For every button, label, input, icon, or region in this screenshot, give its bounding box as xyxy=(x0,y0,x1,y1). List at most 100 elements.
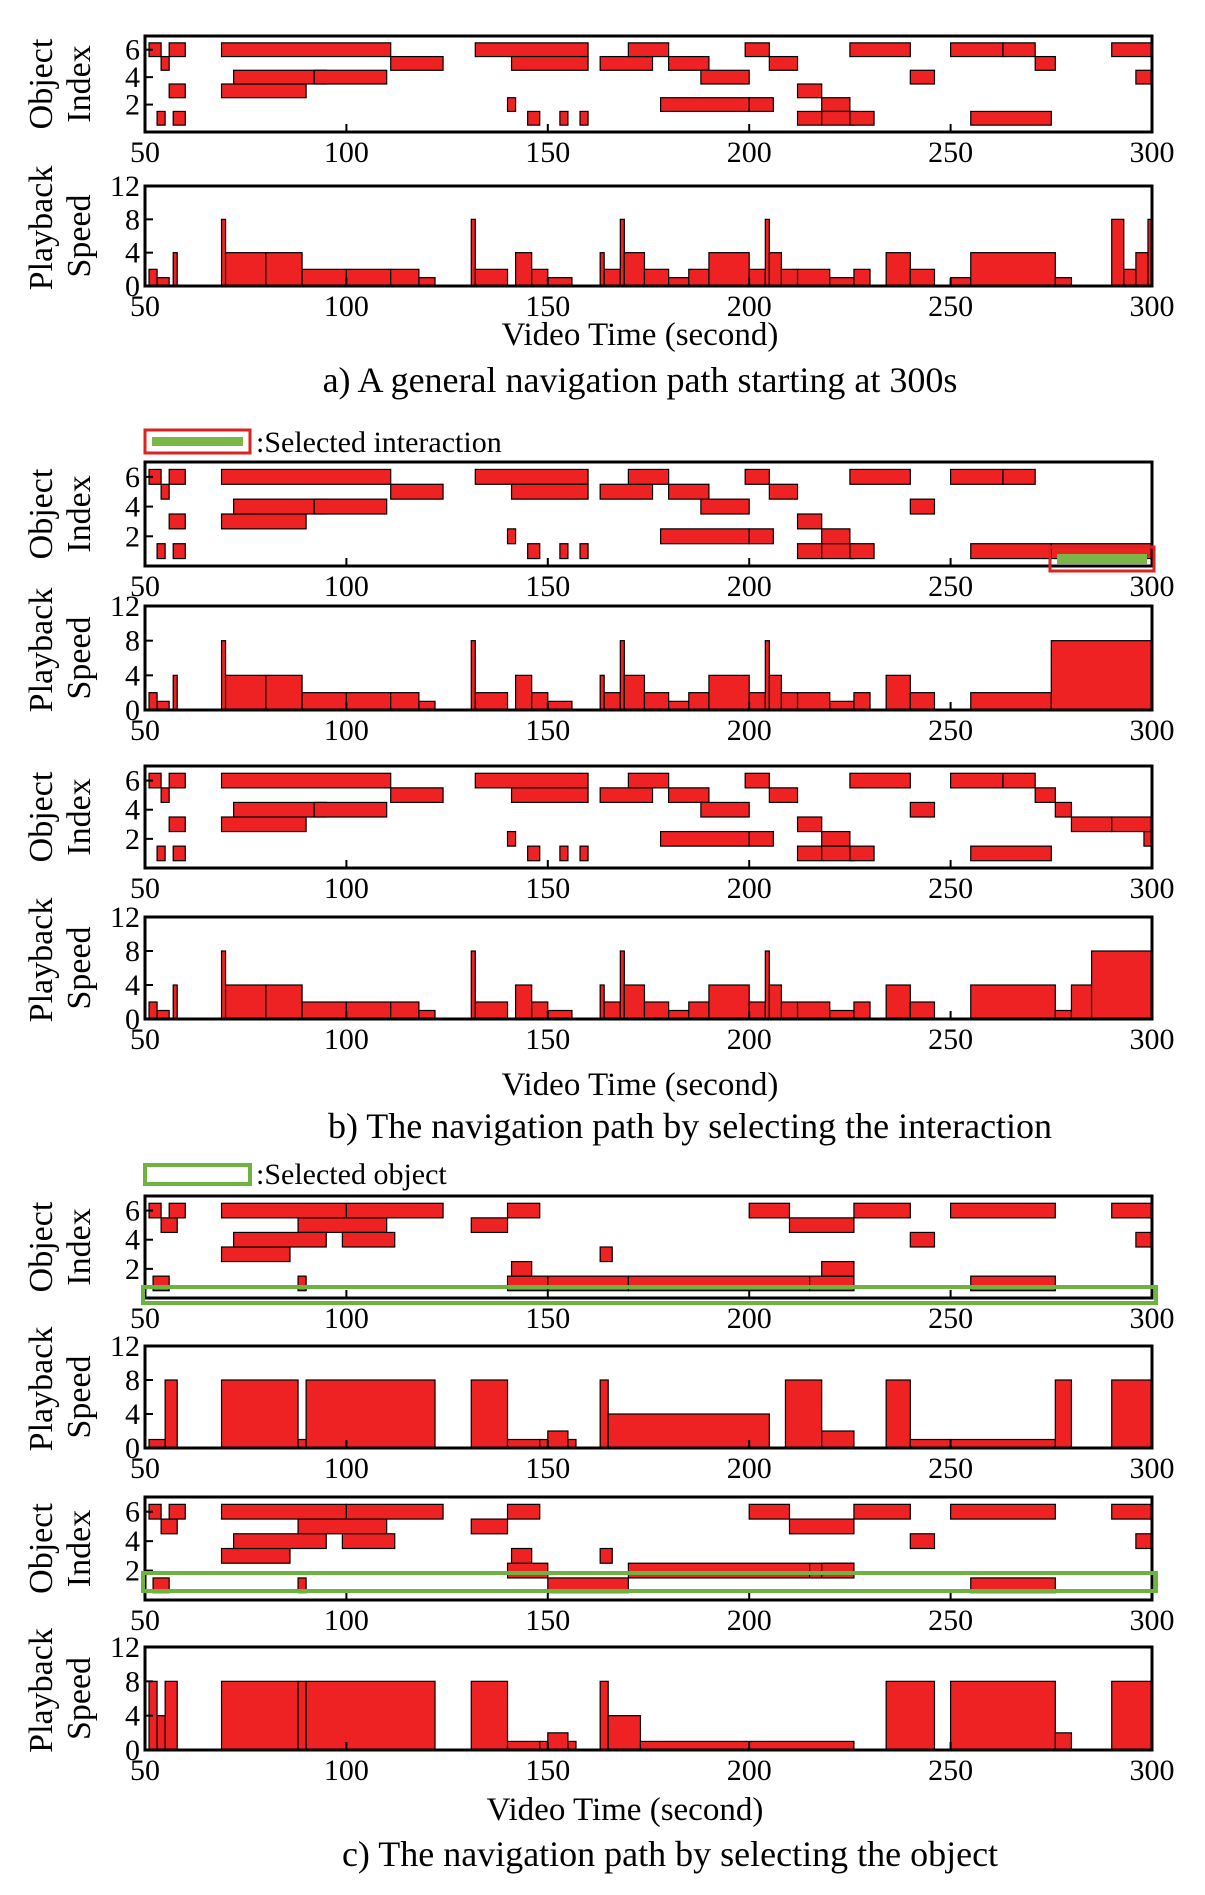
bar-segment xyxy=(168,42,186,58)
bar-segment xyxy=(474,468,589,485)
y-tick-label: 2 xyxy=(125,89,140,122)
bar-segment xyxy=(909,1001,936,1020)
y-tick-label: 0 xyxy=(125,1003,140,1036)
bar-segment xyxy=(780,692,799,711)
y-tick-label: 6 xyxy=(125,461,140,494)
x-tick-label: 100 xyxy=(324,1754,369,1787)
x-tick-label: 250 xyxy=(928,1604,973,1637)
x-tick-label: 100 xyxy=(324,714,369,747)
y-axis-label: Speed xyxy=(61,926,98,1009)
bar-segment xyxy=(768,984,783,1020)
x-tick-label: 200 xyxy=(727,570,772,603)
bar-segment xyxy=(668,787,710,804)
bar-segment xyxy=(531,692,549,711)
bar-segment xyxy=(514,252,533,287)
x-tick-label: 200 xyxy=(727,1023,772,1056)
bar-segment xyxy=(390,1001,420,1020)
bar-segment xyxy=(949,1202,1056,1219)
bar-segment xyxy=(599,1547,613,1564)
x-tick-label: 300 xyxy=(1130,1754,1175,1787)
bar-segment xyxy=(796,110,823,126)
bar-segment xyxy=(390,483,444,500)
bar-segment xyxy=(301,692,348,711)
bar-segment xyxy=(708,674,750,711)
y-axis-label: Index xyxy=(61,1510,98,1587)
y-tick-label: 4 xyxy=(125,491,140,524)
bar-segment xyxy=(1123,268,1137,287)
x-tick-label: 250 xyxy=(928,136,973,169)
bar-segment xyxy=(265,252,303,287)
bar-segment xyxy=(599,787,654,804)
bar-segment xyxy=(220,1379,299,1449)
plot-frame xyxy=(143,1495,1154,1602)
y-axis-label: Object xyxy=(23,1201,60,1292)
x-tick-label: 150 xyxy=(525,570,570,603)
bar-segment xyxy=(156,110,166,126)
bar-segment xyxy=(1070,816,1113,833)
bar-segment xyxy=(668,55,710,71)
caption-c: c) The navigation path by selecting the … xyxy=(342,1834,998,1874)
bar-segment xyxy=(1135,252,1149,287)
bar-segment xyxy=(220,816,307,833)
bar-segment xyxy=(160,1518,178,1535)
bar-segment xyxy=(220,513,307,530)
bar-segment xyxy=(668,483,710,500)
bar-segment xyxy=(788,1518,855,1535)
bar-segment xyxy=(909,69,936,85)
bar-segment xyxy=(821,1430,855,1449)
y-tick-label: 12 xyxy=(110,1631,140,1664)
bar-segment xyxy=(1054,1379,1073,1449)
bar-segment xyxy=(474,692,509,711)
bar-segment xyxy=(708,252,750,287)
legend-interaction-fill xyxy=(152,437,243,446)
y-axis-label: Speed xyxy=(61,1657,98,1740)
bar-segment xyxy=(224,674,267,711)
bar-segment xyxy=(220,950,227,1020)
x-tick-label: 50 xyxy=(130,290,160,323)
bar-segment xyxy=(172,543,186,560)
bar-segment xyxy=(559,110,569,126)
bar-segment xyxy=(474,42,589,58)
x-tick-label: 300 xyxy=(1130,1302,1175,1335)
y-tick-label: 8 xyxy=(125,935,140,968)
bar-segment xyxy=(1111,1379,1153,1449)
bar-segment xyxy=(148,268,158,287)
bar-segment xyxy=(506,528,517,545)
bar-segment xyxy=(849,772,911,789)
bar-segment xyxy=(510,1547,533,1564)
bar-segment xyxy=(627,468,670,485)
bar-segment xyxy=(297,1217,388,1234)
bar-segment xyxy=(780,268,799,287)
bar-segment xyxy=(156,1715,166,1751)
bar-segment xyxy=(160,1217,178,1234)
bar-segment xyxy=(510,55,589,71)
bar-segment xyxy=(796,543,823,560)
bar-segment xyxy=(949,468,1004,485)
bar-segment xyxy=(148,1001,158,1020)
x-tick-label: 250 xyxy=(928,1302,973,1335)
bar-segment xyxy=(1054,801,1073,818)
y-tick-label: 4 xyxy=(125,1525,140,1558)
bar-segment xyxy=(599,984,605,1020)
y-tick-label: 6 xyxy=(125,1496,140,1529)
x-tick-label: 150 xyxy=(525,714,570,747)
bar-segment xyxy=(748,97,774,113)
x-tick-label: 100 xyxy=(324,872,369,905)
bar-segment xyxy=(970,984,1056,1020)
bar-segment xyxy=(527,110,541,126)
bar-segment xyxy=(168,83,186,99)
x-tick-label: 150 xyxy=(525,1754,570,1787)
legend-object-swatch xyxy=(143,1163,252,1186)
x-tick-label: 300 xyxy=(1130,290,1175,323)
bar-segment xyxy=(168,816,186,833)
x-tick-label: 50 xyxy=(130,136,160,169)
y-axis-label: Playback xyxy=(23,166,60,291)
y-tick-label: 4 xyxy=(125,1700,140,1733)
bar-segment xyxy=(164,1680,178,1751)
bar-segment xyxy=(156,845,166,862)
bar-segment xyxy=(172,252,178,287)
bar-segment xyxy=(233,801,327,818)
bar-segment xyxy=(627,772,670,789)
bar-segment xyxy=(156,543,166,560)
bar-segment xyxy=(748,692,766,711)
